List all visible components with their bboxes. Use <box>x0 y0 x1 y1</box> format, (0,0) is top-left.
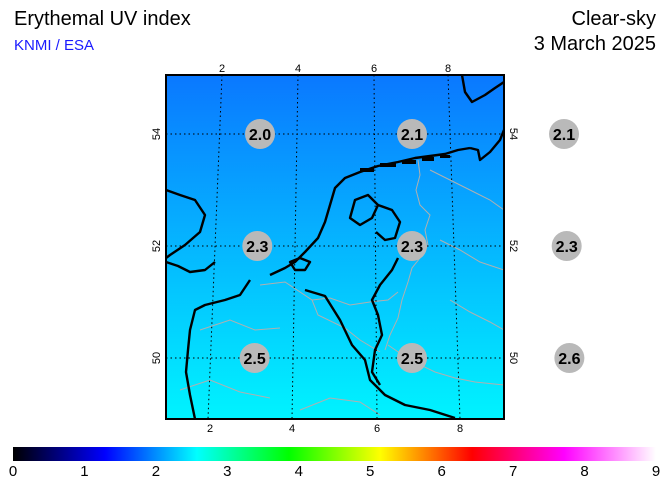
map-frame <box>165 74 505 420</box>
wadden-islands <box>360 155 450 172</box>
colorbar-label: 8 <box>580 463 589 480</box>
lon-tick-top: 2 <box>219 63 225 75</box>
uv-marker <box>397 343 427 373</box>
coast-denmark <box>460 75 504 104</box>
uv-marker <box>239 343 270 373</box>
uv-value-label: 2.3 <box>556 239 578 256</box>
uv-value-label: 2.3 <box>246 239 268 256</box>
lat-tick-right: 50 <box>507 352 519 364</box>
lon-tick-top: 6 <box>371 63 377 75</box>
coast-dutch-inland <box>348 193 380 227</box>
sky-condition-label: Clear-sky <box>571 8 656 30</box>
uv-value-label: 2.0 <box>249 127 271 144</box>
lon-tick-top: 8 <box>445 63 451 75</box>
uv-value-label: 2.1 <box>553 127 575 144</box>
lon-tick-bottom: 2 <box>207 423 213 435</box>
coast-france <box>184 279 251 419</box>
lat-tick-right: 54 <box>507 128 519 140</box>
uv-value-label: 2.3 <box>401 239 423 256</box>
colorbar-label: 9 <box>651 463 661 480</box>
coast-netherlands-belgium <box>269 146 471 277</box>
graticule <box>166 75 504 419</box>
uv-colorbar <box>13 447 656 461</box>
lat-tick-left: 52 <box>151 240 163 252</box>
coastlines <box>166 75 504 419</box>
uv-marker <box>554 343 585 373</box>
source-label: KNMI / ESA <box>14 37 95 54</box>
uv-marker <box>397 231 427 261</box>
lat-tick-left: 54 <box>151 128 163 140</box>
date-label: 3 March 2025 <box>533 33 656 55</box>
lon-tick-bottom: 8 <box>457 423 463 435</box>
lon-tick-top: 4 <box>295 63 301 75</box>
coast-england <box>166 188 207 259</box>
uv-value-label: 2.1 <box>401 127 423 144</box>
colorbar-label: 7 <box>508 463 518 480</box>
colorbar-label: 5 <box>366 463 375 480</box>
uv-value-label: 2.6 <box>558 351 580 368</box>
colorbar-label: 1 <box>80 463 89 480</box>
coast-ijsselmeer <box>375 203 402 242</box>
map-title: Erythemal UV index <box>14 8 191 30</box>
axis-ticks: 2 4 6 8 2 4 6 8 54 52 50 54 52 50 <box>151 63 519 435</box>
lat-tick-right: 52 <box>507 240 519 252</box>
lon-tick-bottom: 4 <box>289 423 295 435</box>
coast-germany-north <box>469 129 504 162</box>
colorbar-label: 4 <box>294 463 303 480</box>
colorbar-label: 3 <box>223 463 232 480</box>
lat-tick-left: 50 <box>151 352 163 364</box>
colorbar-gradient <box>13 447 656 461</box>
uv-value-label: 2.5 <box>243 351 265 368</box>
uv-marker <box>549 119 579 149</box>
border-belgium-lux <box>304 288 456 419</box>
colorbar-label: 0 <box>8 463 18 480</box>
lon-tick-bottom: 6 <box>374 423 380 435</box>
uv-marker <box>551 231 582 261</box>
uv-marker <box>242 231 273 261</box>
border-germany <box>370 257 400 386</box>
coast-england-south <box>166 260 216 274</box>
uv-marker <box>397 119 427 149</box>
uv-value-label: 2.5 <box>401 351 423 368</box>
uv-marker <box>245 119 275 149</box>
colorbar-label: 6 <box>437 463 446 480</box>
map-background <box>166 75 504 419</box>
colorbar-label: 2 <box>151 463 161 480</box>
uv-markers: 2.0 2.1 2.1 2.3 2.3 2.3 2.5 2.5 2.6 <box>239 119 585 373</box>
